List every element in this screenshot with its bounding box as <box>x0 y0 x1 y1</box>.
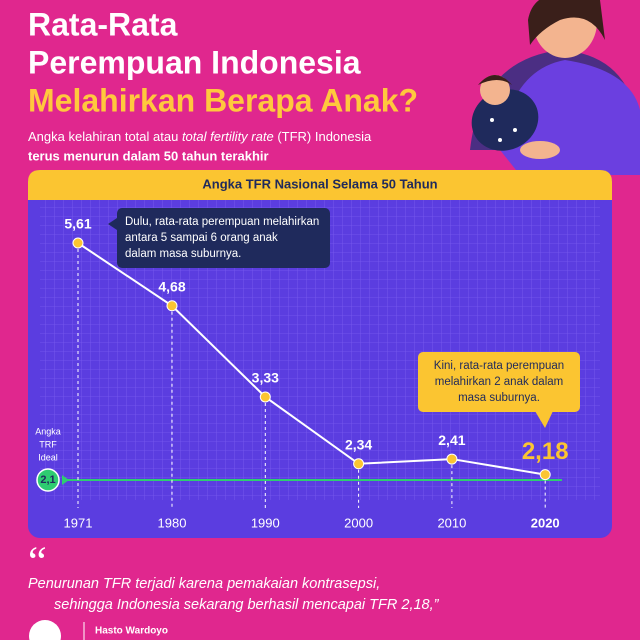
data-line <box>77 242 546 476</box>
annotation-text: melahirkan 2 anak dalam <box>435 376 564 388</box>
reference-arrow <box>62 475 69 485</box>
annotation-pointer <box>535 411 553 428</box>
value-label: 2,34 <box>345 436 372 452</box>
data-point <box>539 469 551 481</box>
annotation-box <box>117 208 330 268</box>
x-tick-label: 2000 <box>344 515 373 530</box>
annotation-box <box>418 352 580 412</box>
value-label: 4,68 <box>158 278 185 294</box>
reference-badge <box>36 468 60 492</box>
x-tick-label: 1971 <box>64 515 93 530</box>
title-line: Melahirkan Berapa Anak? <box>28 82 418 118</box>
value-label: 2,41 <box>438 432 465 448</box>
chart: 2,1 Angka TRF Ideal 1971 1980 1990 2000 2010 2020… <box>35 208 580 530</box>
annotation-pointer <box>108 218 117 230</box>
reference-value: 2,1 <box>40 474 55 486</box>
annotation-text: antara 5 sampai 6 orang anak <box>125 232 278 244</box>
annotation-text: dalam masa suburnya. <box>125 248 241 260</box>
subtitle: Angka kelahiran total atau total fertili… <box>28 129 372 144</box>
annotation-text: masa suburnya. <box>458 392 540 404</box>
subtitle: terus menurun dalam 50 tahun terakhir <box>28 148 269 163</box>
subtitle-part: total fertility rate <box>182 129 274 144</box>
quote-author: Hasto Wardoyo <box>95 626 168 637</box>
value-label: 5,61 <box>64 216 91 232</box>
data-point <box>72 237 84 249</box>
data-point <box>166 300 178 312</box>
subtitle-part: (TFR) Indonesia <box>274 129 372 144</box>
data-point <box>259 391 271 403</box>
annotation-text: Dulu, rata-rata perempuan melahirkan <box>125 216 319 228</box>
subtitle-part: Angka kelahiran total atau <box>28 129 182 144</box>
chart-title: Angka TFR Nasional Selama 50 Tahun <box>202 176 437 191</box>
title-line: Rata-Rata <box>28 6 178 42</box>
reference-label: Ideal <box>38 452 58 462</box>
x-tick-label: 2010 <box>437 515 466 530</box>
annotation-text: Kini, rata-rata perempuan <box>434 360 564 372</box>
x-tick-label: 2020 <box>531 515 560 530</box>
quote-text: sehingga Indonesia sekarang berhasil men… <box>54 597 440 613</box>
chart-title-bar <box>28 170 612 200</box>
value-label: 2,18 <box>522 438 569 465</box>
illustration <box>470 0 640 175</box>
data-point <box>446 453 458 465</box>
x-tick-label: 1990 <box>251 515 280 530</box>
data-point <box>353 458 365 470</box>
quote: “ Penurunan TFR terjadi karena pemakaian… <box>28 540 440 640</box>
value-label: 3,33 <box>252 370 279 386</box>
reference-label: TRF <box>39 439 57 449</box>
quote-mark: “ <box>28 540 47 586</box>
quote-text: Penurunan TFR terjadi karena pemakaian k… <box>28 576 380 592</box>
title-line: Perempuan Indonesia <box>28 44 361 80</box>
x-tick-label: 1980 <box>158 515 187 530</box>
author-avatar <box>29 620 61 640</box>
reference-label: Angka <box>35 426 61 436</box>
